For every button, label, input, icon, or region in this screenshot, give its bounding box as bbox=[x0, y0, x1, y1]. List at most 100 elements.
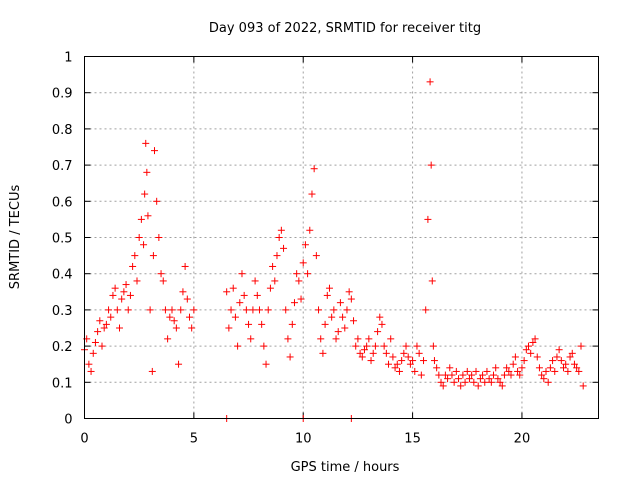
data-point bbox=[503, 364, 511, 372]
data-point bbox=[141, 190, 149, 198]
data-point bbox=[172, 324, 180, 332]
x-axis-label: GPS time / hours bbox=[291, 460, 400, 475]
data-point bbox=[143, 168, 151, 176]
data-point bbox=[382, 349, 390, 357]
data-point bbox=[568, 349, 576, 357]
data-point bbox=[430, 357, 438, 365]
data-point bbox=[236, 299, 244, 307]
data-point bbox=[402, 342, 410, 350]
data-point bbox=[406, 360, 414, 368]
data-point bbox=[253, 291, 261, 299]
data-point bbox=[387, 335, 395, 343]
data-point bbox=[277, 226, 285, 234]
data-point bbox=[420, 357, 428, 365]
data-point bbox=[529, 338, 537, 346]
data-point bbox=[413, 342, 421, 350]
data-point bbox=[450, 378, 458, 386]
data-point bbox=[190, 306, 198, 314]
data-point bbox=[385, 360, 393, 368]
data-point bbox=[542, 367, 550, 375]
data-point bbox=[369, 349, 377, 357]
data-point bbox=[448, 371, 456, 379]
data-point bbox=[481, 378, 489, 386]
data-point bbox=[446, 364, 454, 372]
data-point bbox=[229, 284, 237, 292]
data-point bbox=[363, 342, 371, 350]
data-point bbox=[433, 364, 441, 372]
data-point bbox=[120, 288, 128, 296]
data-point bbox=[177, 306, 185, 314]
data-point bbox=[319, 349, 327, 357]
data-point bbox=[336, 299, 344, 307]
data-point bbox=[133, 277, 141, 285]
data-point bbox=[153, 197, 161, 205]
data-point bbox=[280, 244, 288, 252]
data-point bbox=[286, 353, 294, 361]
data-point bbox=[262, 360, 270, 368]
data-point bbox=[323, 291, 331, 299]
data-point bbox=[341, 324, 349, 332]
data-point bbox=[148, 367, 156, 375]
data-points bbox=[81, 78, 587, 422]
data-point bbox=[131, 252, 139, 260]
data-point bbox=[367, 357, 375, 365]
data-point bbox=[441, 371, 449, 379]
data-point bbox=[168, 306, 176, 314]
data-point bbox=[124, 306, 132, 314]
data-point bbox=[284, 335, 292, 343]
data-point bbox=[227, 306, 235, 314]
data-point bbox=[439, 382, 447, 390]
x-tick-label: 5 bbox=[190, 432, 198, 447]
data-point bbox=[411, 367, 419, 375]
data-point bbox=[266, 284, 274, 292]
data-point bbox=[457, 382, 465, 390]
data-point bbox=[234, 342, 242, 350]
data-point bbox=[429, 342, 437, 350]
data-point bbox=[175, 360, 183, 368]
data-point bbox=[325, 284, 333, 292]
data-point bbox=[549, 357, 557, 365]
x-tick-label: 20 bbox=[514, 432, 531, 447]
data-point bbox=[474, 382, 482, 390]
data-point bbox=[100, 324, 108, 332]
data-point bbox=[354, 335, 362, 343]
data-point bbox=[483, 367, 491, 375]
data-point bbox=[264, 306, 272, 314]
data-point bbox=[360, 346, 368, 354]
data-point bbox=[472, 367, 480, 375]
data-point bbox=[345, 288, 353, 296]
data-point bbox=[181, 262, 189, 270]
data-point bbox=[498, 382, 506, 390]
data-point bbox=[579, 382, 587, 390]
data-point bbox=[159, 277, 167, 285]
data-point bbox=[398, 357, 406, 365]
data-point bbox=[505, 367, 513, 375]
data-point bbox=[317, 335, 325, 343]
data-point bbox=[223, 288, 231, 296]
data-point bbox=[328, 313, 336, 321]
data-point bbox=[485, 375, 493, 383]
data-point bbox=[242, 306, 250, 314]
data-point bbox=[465, 375, 473, 383]
data-point bbox=[98, 342, 106, 350]
data-point bbox=[494, 375, 502, 383]
data-point bbox=[164, 335, 172, 343]
data-point bbox=[304, 270, 312, 278]
data-point bbox=[535, 364, 543, 372]
data-point bbox=[562, 360, 570, 368]
x-tick-label: 10 bbox=[295, 432, 312, 447]
data-point bbox=[170, 317, 178, 325]
y-tick-label: 0.4 bbox=[52, 268, 73, 283]
data-point bbox=[102, 320, 110, 328]
data-point bbox=[126, 291, 134, 299]
data-point bbox=[435, 371, 443, 379]
data-point bbox=[231, 313, 239, 321]
data-point bbox=[249, 306, 257, 314]
data-point bbox=[157, 270, 165, 278]
y-tick-label: 0.5 bbox=[52, 232, 73, 247]
data-point bbox=[437, 378, 445, 386]
data-point bbox=[238, 270, 246, 278]
data-point bbox=[111, 284, 119, 292]
data-point bbox=[297, 295, 305, 303]
